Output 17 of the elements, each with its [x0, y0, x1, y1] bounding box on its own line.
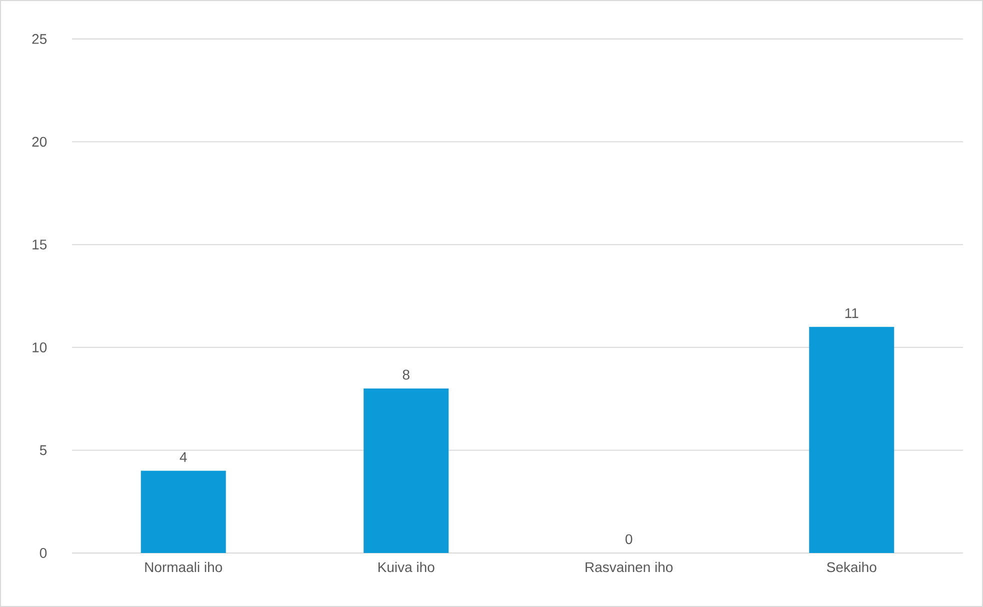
data-label: 4 [180, 452, 187, 462]
data-label: 8 [402, 370, 410, 380]
y-tick-label: 10 [32, 342, 47, 352]
bar [364, 388, 449, 553]
y-tick-label: 0 [40, 548, 47, 558]
x-tick-label: Kuiva iho [378, 562, 434, 572]
x-tick-label: Sekaiho [826, 562, 876, 572]
y-tick-label: 25 [32, 34, 47, 44]
x-tick-label: Rasvainen iho [586, 562, 673, 572]
data-label: 11 [845, 308, 858, 318]
bar [809, 326, 894, 553]
data-label: 0 [626, 534, 632, 544]
y-tick-label: 15 [32, 240, 47, 250]
x-tick-label: Normaali iho [145, 562, 222, 572]
y-tick-label: 5 [40, 445, 47, 456]
bar [140, 470, 226, 553]
y-tick-label: 20 [32, 136, 47, 147]
